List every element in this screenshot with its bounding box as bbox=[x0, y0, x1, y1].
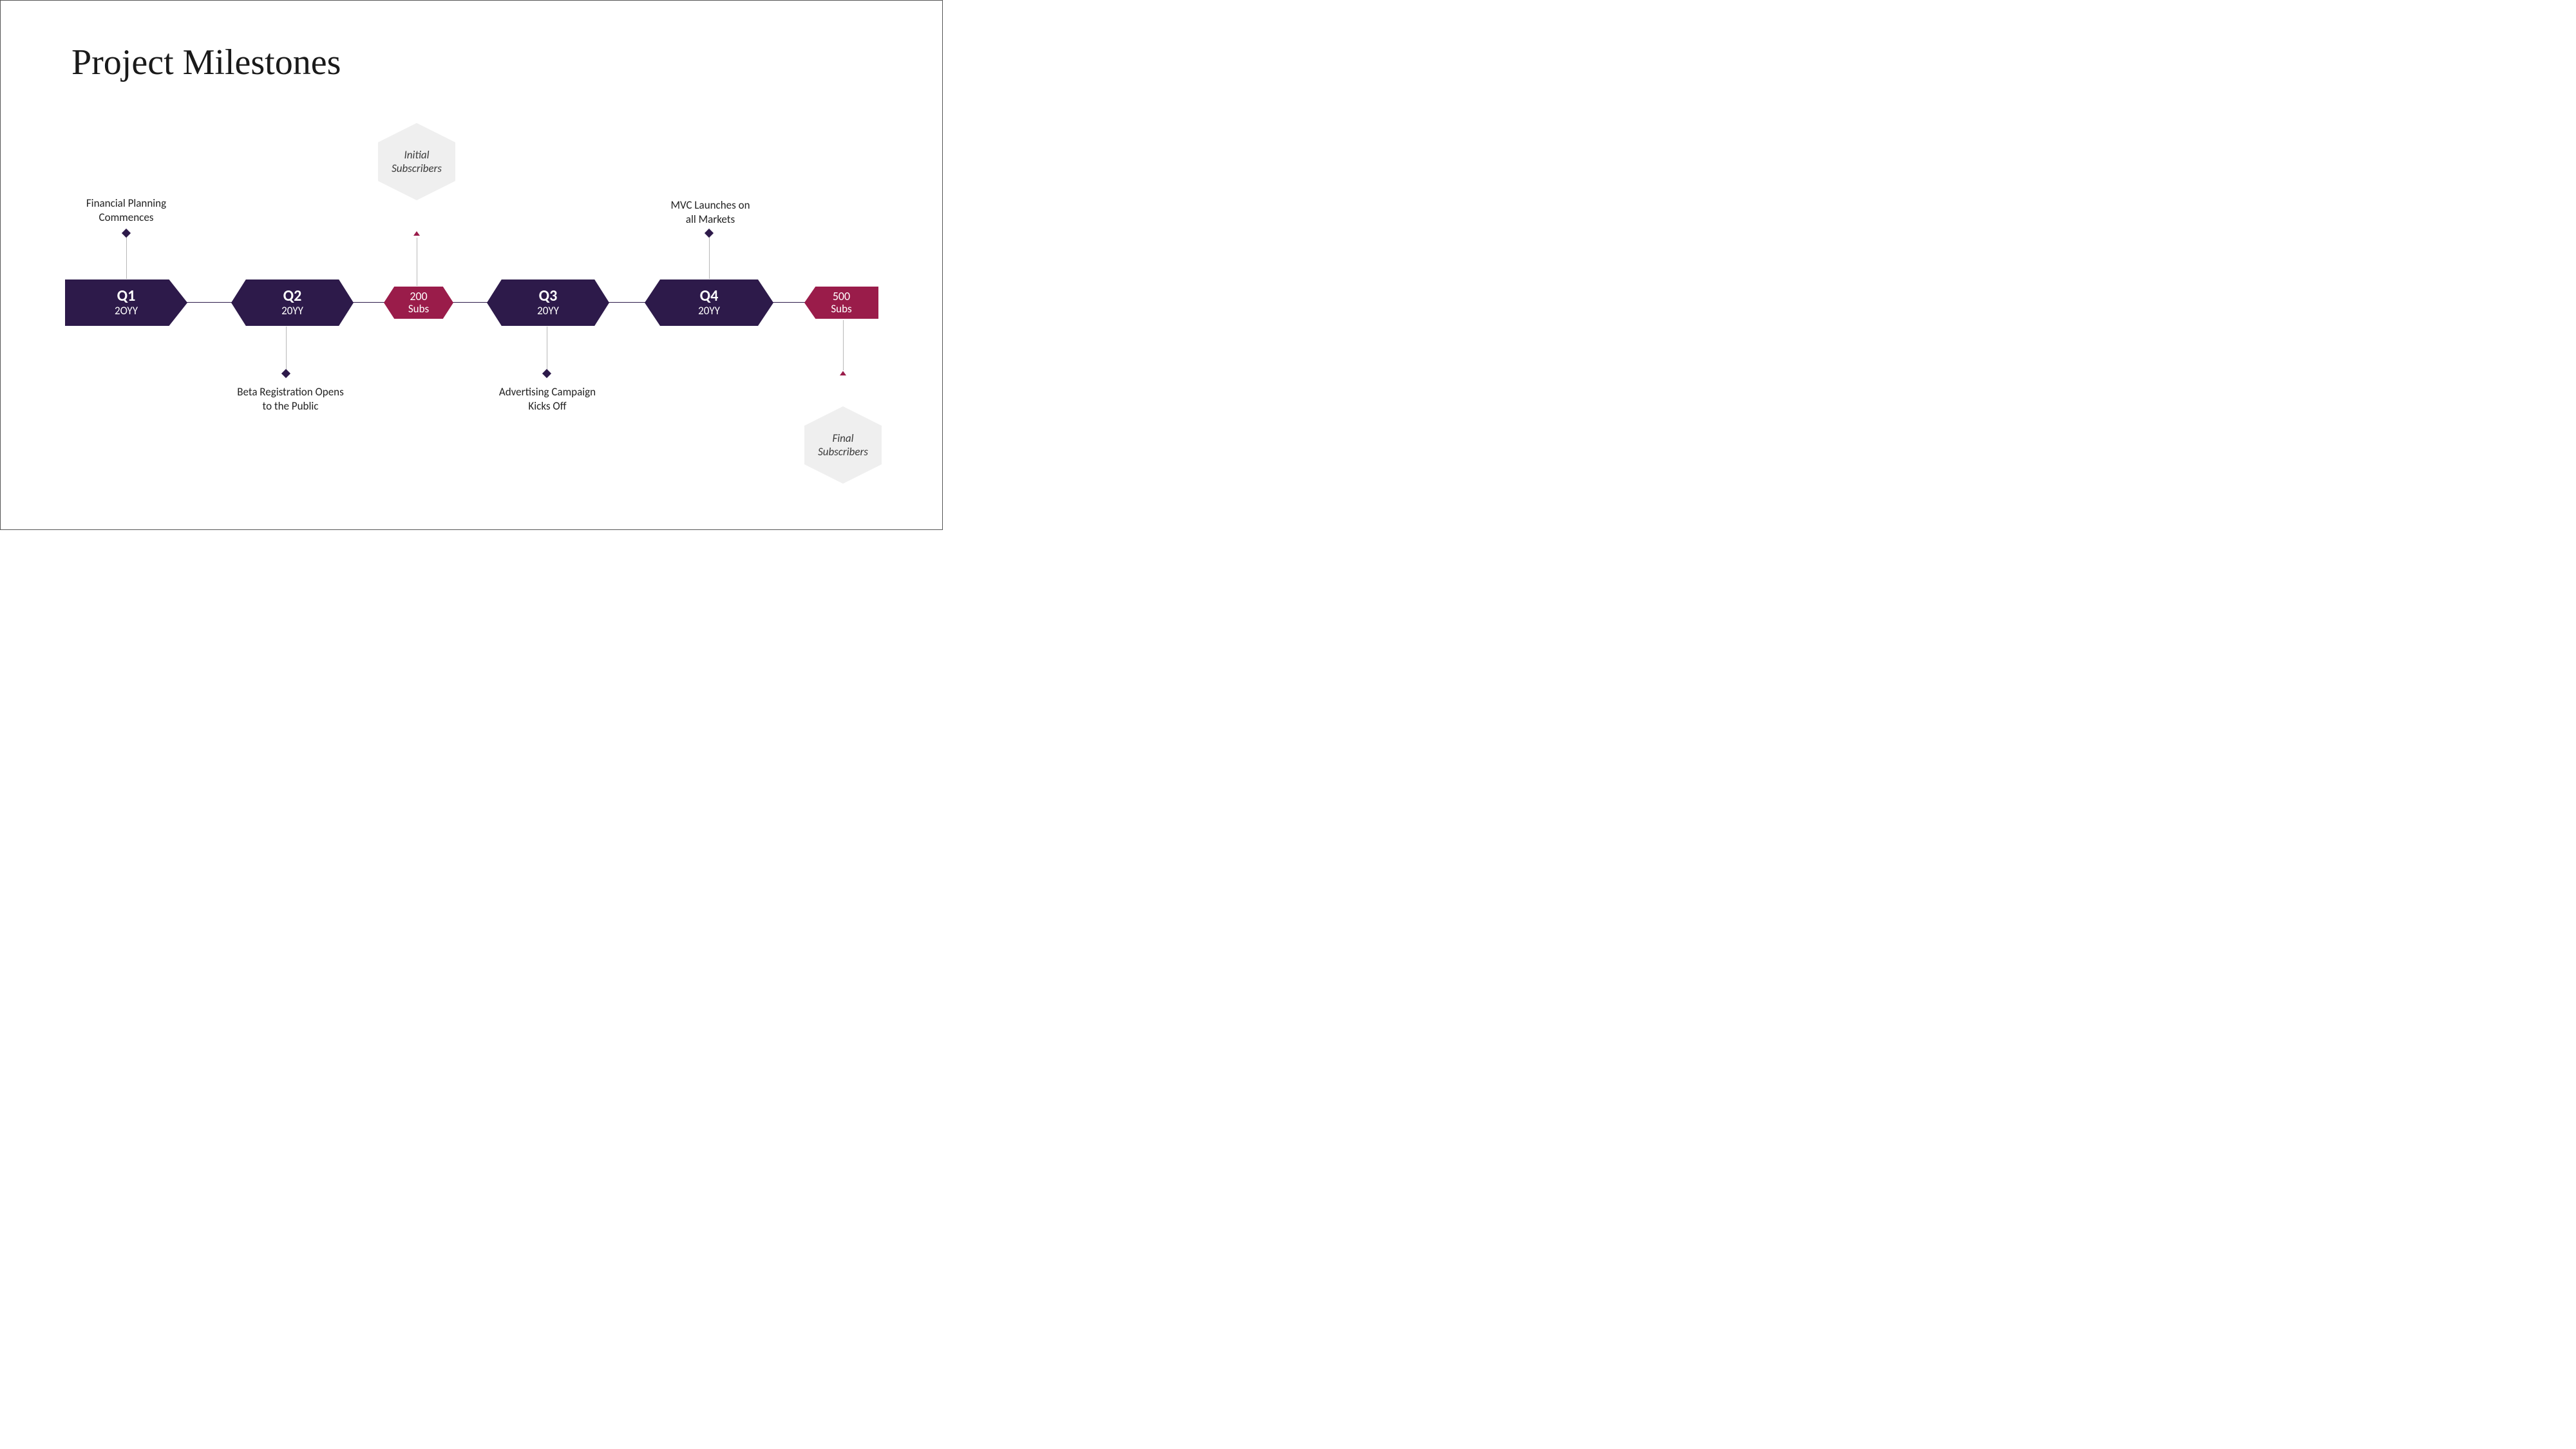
callout-beta-registration: Beta Registration Opens to the Public bbox=[229, 385, 352, 413]
diamond-icon bbox=[122, 229, 131, 238]
gray-hex-final: Final Subscribers bbox=[804, 406, 882, 484]
slide-canvas: Project Milestones Q1 2OYY Q2 20YY 200 S… bbox=[0, 0, 943, 530]
quarter-year: 20YY bbox=[537, 305, 559, 317]
timeline-segment bbox=[603, 302, 648, 303]
callout-financial-planning: Financial Planning Commences bbox=[84, 196, 168, 225]
page-title: Project Milestones bbox=[71, 42, 341, 83]
gray-hex-text: Initial Subscribers bbox=[392, 148, 442, 175]
diamond-icon bbox=[281, 369, 290, 378]
diamond-icon bbox=[705, 229, 714, 238]
connector bbox=[286, 327, 287, 372]
quarter-year: 2OYY bbox=[115, 305, 138, 317]
triangle-up-icon bbox=[840, 371, 846, 375]
subs-count: 200 bbox=[410, 290, 427, 303]
quarter-label: Q4 bbox=[700, 288, 719, 305]
quarter-q3: Q3 20YY bbox=[487, 279, 609, 326]
subs-word: Subs bbox=[408, 303, 429, 316]
quarter-q2: Q2 20YY bbox=[231, 279, 354, 326]
callout-advertising: Advertising Campaign Kicks Off bbox=[493, 385, 602, 413]
subs-200: 200 Subs bbox=[384, 287, 453, 319]
quarter-q4: Q4 20YY bbox=[645, 279, 773, 326]
quarter-label: Q2 bbox=[283, 288, 302, 305]
quarter-label: Q3 bbox=[539, 288, 558, 305]
quarter-year: 20YY bbox=[698, 305, 720, 317]
subs-500: 500 Subs bbox=[804, 287, 878, 319]
connector bbox=[843, 320, 844, 370]
gray-hex-text: Final Subscribers bbox=[818, 431, 868, 459]
subs-count: 500 bbox=[833, 290, 850, 303]
timeline-segment bbox=[181, 302, 239, 303]
subs-word: Subs bbox=[831, 303, 851, 316]
gray-hex-initial: Initial Subscribers bbox=[378, 123, 455, 200]
diamond-icon bbox=[542, 369, 551, 378]
quarter-label: Q1 bbox=[117, 288, 136, 305]
timeline-segment bbox=[348, 302, 386, 303]
connector bbox=[709, 236, 710, 279]
callout-mvc-launch: MVC Launches on all Markets bbox=[665, 198, 755, 227]
triangle-up-icon bbox=[413, 231, 420, 236]
timeline-segment bbox=[451, 302, 490, 303]
quarter-year: 20YY bbox=[281, 305, 303, 317]
quarter-q1: Q1 2OYY bbox=[65, 279, 187, 326]
connector bbox=[126, 236, 127, 279]
